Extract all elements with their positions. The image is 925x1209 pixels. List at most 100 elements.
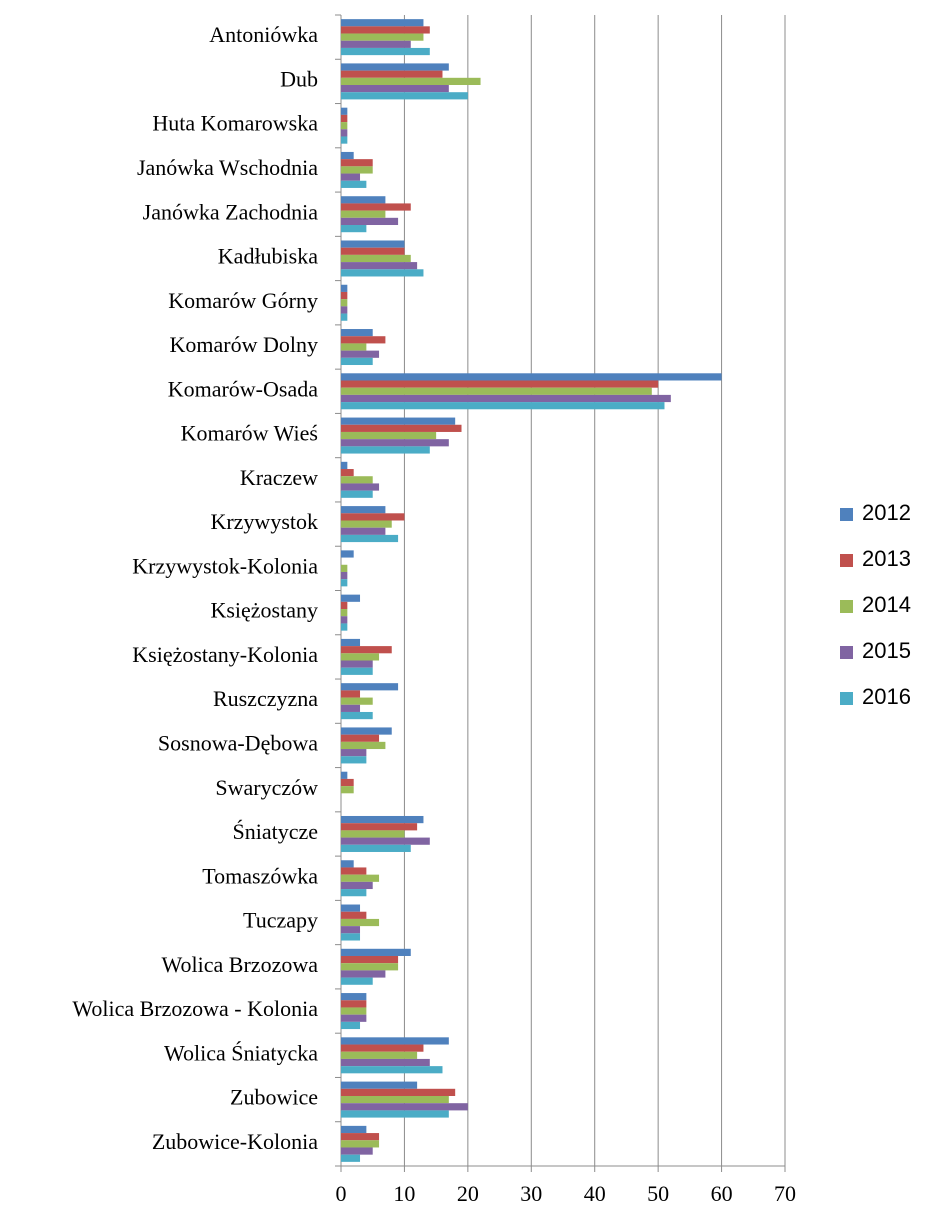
y-tick-label: Janówka Zachodnia: [143, 199, 319, 224]
bar: [341, 329, 373, 337]
bar: [341, 837, 430, 845]
y-tick-label: Dub: [280, 66, 318, 91]
bar: [341, 1103, 468, 1111]
bar: [341, 933, 361, 941]
legend-label: 2014: [862, 592, 911, 617]
bar: [341, 844, 411, 852]
bar: [341, 40, 411, 48]
bar: [341, 579, 348, 587]
bar: [341, 860, 354, 868]
bar: [341, 704, 361, 712]
bar: [341, 70, 443, 78]
legend-swatch: [840, 600, 853, 613]
legend-swatch: [840, 646, 853, 659]
y-tick-label: Krzywystok-Kolonia: [132, 553, 318, 578]
bar: [341, 85, 449, 93]
bar: [341, 180, 367, 188]
bar: [341, 1088, 456, 1096]
bar: [341, 247, 405, 255]
bar: [341, 1000, 367, 1008]
x-tick-label: 40: [584, 1181, 606, 1206]
bar: [341, 47, 430, 56]
bar: [341, 446, 430, 454]
bar: [341, 357, 373, 366]
x-tick-label: 70: [774, 1181, 796, 1206]
bar: [341, 373, 722, 381]
y-tick-label: Huta Komarowska: [152, 111, 318, 136]
y-tick-label: Śniatycze: [232, 819, 318, 844]
bar: [341, 683, 399, 691]
legend-label: 2015: [862, 638, 911, 663]
bar: [341, 77, 481, 86]
bar: [341, 336, 386, 344]
bar: [341, 461, 348, 470]
bar: [341, 513, 405, 521]
bar: [341, 534, 399, 543]
bar: [341, 609, 348, 617]
bar: [341, 291, 348, 300]
bar: [341, 506, 386, 514]
bar: [341, 926, 361, 934]
bar: [341, 815, 424, 824]
y-tick-label: Księżostany-Kolonia: [132, 642, 318, 667]
bar: [341, 476, 373, 484]
legend-label: 2013: [862, 546, 911, 571]
bar: [341, 33, 424, 41]
x-tick-label: 30: [520, 1181, 542, 1206]
bar: [341, 1007, 367, 1015]
bar: [341, 690, 361, 698]
bar: [341, 881, 373, 890]
bar: [341, 254, 411, 263]
bar: [341, 210, 386, 218]
bar: [341, 299, 348, 307]
bar: [341, 778, 354, 787]
bar: [341, 350, 380, 358]
y-tick-label: Wolica Brzozowa - Kolonia: [72, 996, 318, 1021]
bar: [341, 697, 373, 705]
bar: [341, 217, 399, 226]
bar: [341, 741, 386, 750]
legend-label: 2012: [862, 500, 911, 525]
bar: [341, 1037, 449, 1045]
bar: [341, 638, 361, 647]
bar: [341, 1110, 449, 1118]
y-tick-label: Ruszczyzna: [213, 686, 318, 711]
bar: [341, 734, 380, 742]
bar: [341, 313, 348, 321]
y-tick-label: Komarów Dolny: [170, 332, 318, 357]
bar: [341, 1044, 424, 1052]
bar: [341, 616, 348, 624]
bar: [341, 977, 373, 985]
bar: [341, 1081, 418, 1089]
y-tick-label: Sosnowa-Dębowa: [158, 730, 318, 755]
bar: [341, 26, 430, 34]
y-tick-label: Antoniówka: [209, 22, 318, 47]
bar: [341, 469, 354, 477]
y-tick-label: Wolica Śniatycka: [164, 1040, 318, 1065]
bar: [341, 151, 354, 160]
bar: [341, 136, 348, 144]
bar: [341, 490, 373, 498]
bar: [341, 424, 462, 432]
bar: [341, 727, 392, 735]
bar: [341, 92, 468, 100]
bar: [341, 1125, 367, 1134]
bar: [341, 431, 437, 440]
bar: [341, 653, 380, 661]
x-tick-label: 50: [647, 1181, 669, 1206]
y-tick-label: Księżostany: [210, 598, 318, 623]
bar: [341, 550, 354, 558]
bar: [341, 955, 399, 964]
bar: [341, 63, 449, 71]
y-tick-label: Janówka Wschodnia: [137, 155, 318, 180]
bar: [341, 1154, 361, 1162]
bar: [341, 623, 348, 631]
bar: [341, 771, 348, 779]
bar: [341, 306, 348, 314]
y-tick-label: Komarów-Osada: [168, 376, 319, 401]
bar: [341, 594, 361, 602]
y-tick-label: Zubowice-Kolonia: [152, 1129, 318, 1154]
x-tick-label: 0: [336, 1181, 347, 1206]
bar: [341, 1140, 380, 1148]
bar: [341, 129, 348, 137]
